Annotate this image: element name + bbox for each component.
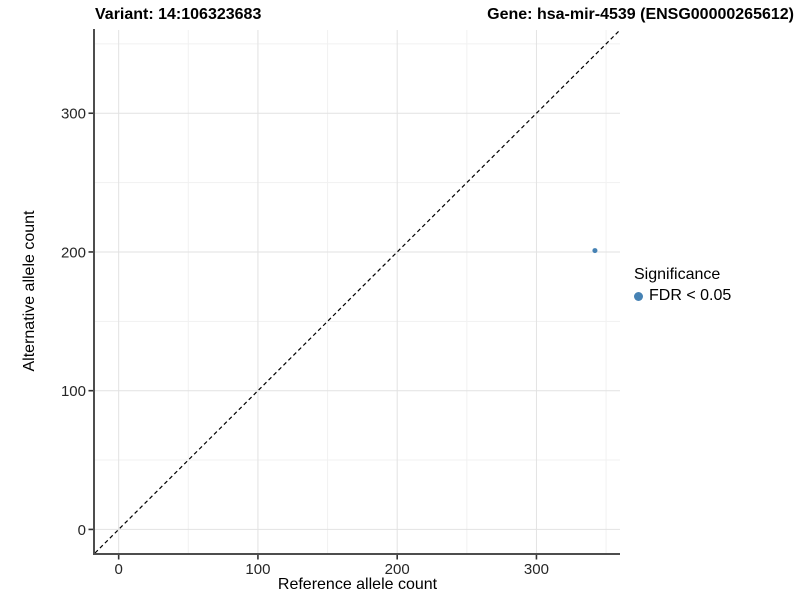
x-tick-label: 0 [115, 561, 123, 578]
x-axis-title: Reference allele count [277, 576, 438, 593]
x-tick-label: 300 [524, 561, 549, 578]
y-tick-label: 100 [61, 383, 86, 400]
identity-reference-line [94, 29, 621, 554]
x-tick-label: 200 [385, 561, 410, 578]
legend-item: FDR < 0.05 [634, 287, 731, 305]
variant-title: Variant: 14:106323683 [95, 6, 262, 23]
y-axis-title: Alternative allele count [21, 210, 38, 372]
gene-title: Gene: hsa-mir-4539 (ENSG00000265612) [487, 6, 794, 23]
legend-item-label: FDR < 0.05 [649, 287, 732, 304]
data-point [592, 248, 598, 254]
plot-titles: Variant: 14:106323683 Gene: hsa-mir-4539… [95, 6, 794, 24]
legend: Significance FDR < 0.05 [634, 266, 731, 305]
legend-title: Significance [634, 266, 721, 283]
y-tick-label: 0 [78, 522, 86, 539]
x-tick-label: 100 [245, 561, 270, 578]
legend-point-icon [634, 291, 643, 301]
y-tick-label: 300 [61, 106, 86, 123]
y-tick-label: 200 [61, 244, 86, 261]
